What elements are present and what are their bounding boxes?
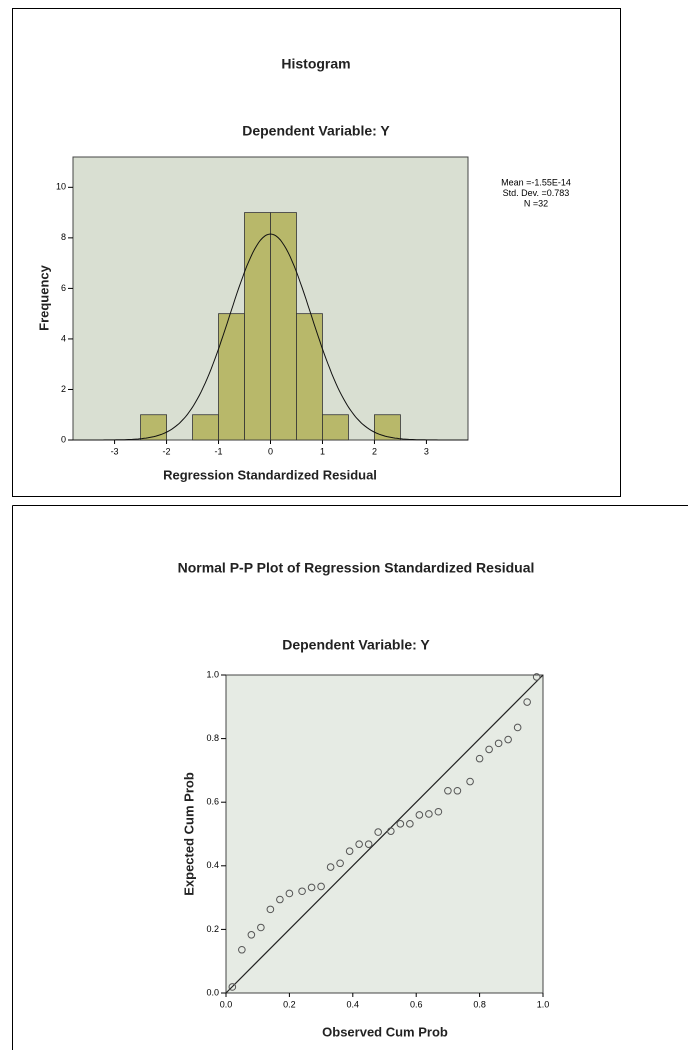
chart-subtitle: Dependent Variable: Y: [242, 123, 390, 139]
chart-subtitle: Dependent Variable: Y: [282, 637, 430, 653]
x-tick-label: -1: [215, 446, 223, 456]
x-tick-label: -3: [111, 446, 119, 456]
x-tick-label: 0.0: [220, 999, 233, 1009]
stat-label: Std. Dev. =0.783: [503, 188, 570, 198]
y-axis-title: Frequency: [36, 264, 51, 331]
chart-title: Histogram: [281, 56, 350, 72]
stat-label: N =32: [524, 198, 548, 208]
y-tick-label: 0.6: [206, 797, 219, 807]
y-tick-label: 6: [61, 283, 66, 293]
bar: [219, 314, 245, 440]
x-tick-label: 0.2: [283, 999, 296, 1009]
x-axis-title: Regression Standardized Residual: [163, 467, 377, 482]
y-tick-label: 1.0: [206, 669, 219, 679]
y-tick-label: 0.8: [206, 733, 219, 743]
y-axis-title: Expected Cum Prob: [181, 772, 196, 896]
x-tick-label: 3: [424, 446, 429, 456]
y-tick-label: 0.4: [206, 860, 219, 870]
x-tick-label: 1: [320, 446, 325, 456]
bar: [322, 415, 348, 440]
x-tick-label: 2: [372, 446, 377, 456]
x-tick-label: 1.0: [537, 999, 550, 1009]
x-tick-label: -2: [163, 446, 171, 456]
bar: [193, 415, 219, 440]
bar: [245, 213, 271, 440]
bar: [296, 314, 322, 440]
x-tick-label: 0.4: [347, 999, 360, 1009]
stat-label: Mean =-1.55E-14: [501, 177, 571, 187]
y-tick-label: 0: [61, 434, 66, 444]
page: Histogram Dependent Variable: Y Regression…: [0, 0, 688, 1050]
x-axis-title: Observed Cum Prob: [322, 1024, 448, 1039]
x-tick-label: 0.6: [410, 999, 423, 1009]
y-tick-label: 0.2: [206, 924, 219, 934]
chart-title: Normal P-P Plot of Regression Standardiz…: [178, 560, 535, 576]
y-tick-label: 8: [61, 232, 66, 242]
y-tick-label: 4: [61, 333, 66, 343]
y-tick-label: 10: [56, 182, 66, 192]
y-tick-label: 2: [61, 384, 66, 394]
y-tick-label: 0.0: [206, 987, 219, 997]
x-tick-label: 0.8: [473, 999, 486, 1009]
bar: [271, 213, 297, 440]
x-tick-label: 0: [268, 446, 273, 456]
